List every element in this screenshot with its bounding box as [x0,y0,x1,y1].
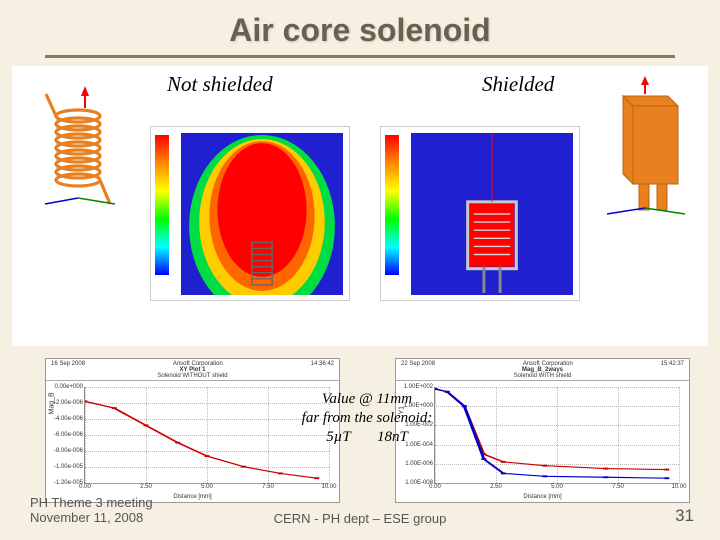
graph-xlabel: Distance [mm] [523,494,561,500]
graph-xlabel: Distance [mm] [173,494,211,500]
box-3d-shielded [593,76,698,216]
graph-subtitle2: Solenoid WITHOUT shield [48,373,337,379]
graph-date: 16 Sep 2008 [48,361,85,367]
colorbar-icon [155,135,169,275]
footer-left: PH Theme 3 meeting November 11, 2008 [30,495,153,526]
footer-center: CERN - PH dept – ESE group [274,511,447,526]
graph-subtitle2: Solenoid WITH shield [398,373,687,379]
title-underline [45,55,675,58]
content-area: Not shielded Shielded [12,66,708,346]
colorbar-icon [385,135,399,275]
fieldmap-shielded [380,126,580,301]
graph-time: 15:42:37 [661,361,687,367]
graph-date: 22 Sep 2008 [398,361,435,367]
page-number: 31 [675,506,694,526]
center-caption: Value @ 11mm far from the solenoid: 5µT … [292,390,442,446]
label-not-shielded: Not shielded [167,72,273,97]
label-shielded: Shielded [482,72,554,97]
coil-3d-unshielded [30,86,140,206]
fieldmap-not-shielded [150,126,350,301]
graph-time: 14:36:42 [311,361,337,367]
slide-title: Air core solenoid [0,0,720,49]
